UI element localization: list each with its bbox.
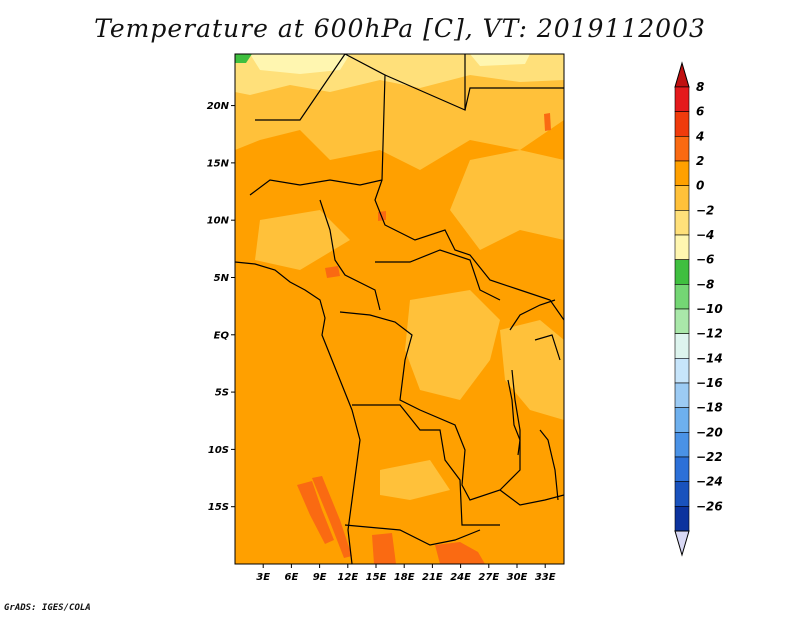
colorbar-label: 2 <box>696 154 704 168</box>
colorbar: 8 6 4 2 0 −2 −4 −6 −8 −10 −12 −14 −16 −18 −20 −22 −24 −26 <box>674 61 723 557</box>
y-tick-label: 5S <box>215 388 229 399</box>
region-east-0-to-2 <box>500 320 564 420</box>
border-congo-drc <box>339 311 521 501</box>
border-nigeria-cameroon <box>319 199 381 311</box>
colorbar-label: −18 <box>696 401 723 415</box>
x-tick-label: 9E <box>313 572 327 583</box>
colorbar-label: −22 <box>696 450 723 464</box>
region-northeast-minus4-to-minus2 <box>470 54 530 66</box>
colorbar-label: −10 <box>696 302 723 316</box>
lake-malawi <box>539 429 559 501</box>
colorbar-segment <box>674 86 690 112</box>
x-tick-label: 18E <box>394 572 415 583</box>
colorbar-segment <box>674 407 690 433</box>
temperature-field <box>235 54 564 564</box>
y-tick-label: 20N <box>207 101 230 112</box>
colorbar-segment <box>674 284 690 310</box>
colorbar-segment <box>674 382 690 408</box>
border-car <box>375 249 501 301</box>
border-zambia-mozambique <box>499 489 564 506</box>
border-angola-zambia <box>352 404 500 526</box>
colorbar-segment <box>674 136 690 162</box>
x-tick-label: 15E <box>366 572 387 583</box>
y-tick-label: 10S <box>208 445 229 456</box>
region-far-north-minus4-to-minus2 <box>250 54 350 74</box>
region-south-0-to-2 <box>380 460 450 500</box>
chart-title: Temperature at 600hPa [C], VT: 201911200… <box>94 14 706 43</box>
region-warm-southeast-4-to-6 <box>435 542 485 564</box>
colorbar-segment <box>674 210 690 236</box>
colorbar-label: −24 <box>696 475 723 489</box>
colorbar-segment <box>674 333 690 359</box>
credit-label: GrADS: IGES/COLA <box>4 603 91 613</box>
country-borders <box>235 54 564 564</box>
colorbar-segment <box>674 308 690 334</box>
border-egypt-sudan <box>464 87 564 111</box>
colorbar-label: −26 <box>696 499 723 513</box>
region-northwest-corner-minus6-to-minus4 <box>235 54 252 63</box>
x-tick-label: 12E <box>337 572 358 583</box>
colorbar-top-arrow <box>674 61 690 88</box>
x-tick-label: 30E <box>507 572 528 583</box>
region-warm-cameroon-4-to-6 <box>325 266 340 278</box>
atlantic-coastline <box>235 261 361 564</box>
colorbar-label: −20 <box>696 425 723 439</box>
colorbar-label: 8 <box>696 80 704 94</box>
region-warm-sw-4-to-6 <box>297 481 334 544</box>
y-tick-label: 10N <box>207 216 230 227</box>
x-tick-label: 3E <box>256 572 270 583</box>
colorbar-label: −12 <box>696 327 723 341</box>
colorbar-segment <box>674 111 690 137</box>
colorbar-label: 4 <box>695 129 704 143</box>
colorbar-segment <box>674 185 690 211</box>
colorbar-label: −8 <box>696 277 714 291</box>
border-north-west <box>255 54 346 121</box>
x-axis: 3E 6E 9E 12E 15E 18E 21E 24E 27E 30E 33E <box>256 564 556 583</box>
region-congo-0-to-2 <box>405 290 500 400</box>
border-namibia-botswana <box>344 524 481 546</box>
colorbar-bottom-arrow <box>674 530 690 557</box>
y-tick-label: EQ <box>214 330 230 341</box>
map-frame <box>234 53 565 565</box>
x-tick-label: 24E <box>450 572 471 583</box>
border-niger <box>249 54 386 196</box>
x-tick-label: 6E <box>285 572 299 583</box>
colorbar-segment <box>674 358 690 384</box>
colorbar-segment <box>674 456 690 482</box>
colorbar-segment <box>674 481 690 507</box>
colorbar-label: −16 <box>696 376 723 390</box>
colorbar-segment <box>674 234 690 260</box>
colorbar-label: −14 <box>696 351 723 365</box>
region-warm-northeast-4-to-6 <box>544 113 551 131</box>
region-warm-sw2-4-to-6 <box>312 476 352 558</box>
y-tick-label: 15N <box>207 158 230 169</box>
x-tick-label: 27E <box>478 572 499 583</box>
colorbar-label: −2 <box>696 203 714 217</box>
colorbar-label: −6 <box>696 253 714 267</box>
colorbar-segment <box>674 259 690 285</box>
y-axis: 20N 15N 10N 5N EQ 5S 10S 15S <box>207 101 235 513</box>
colorbar-label: −4 <box>696 228 714 242</box>
x-tick-label: 33E <box>535 572 556 583</box>
colorbar-segment <box>674 506 690 532</box>
region-northeast-0-to-2 <box>450 150 564 250</box>
x-tick-label: 21E <box>422 572 443 583</box>
colorbar-segment <box>674 160 690 186</box>
lake-victoria-outline <box>534 334 561 361</box>
colorbar-label: 6 <box>696 105 704 119</box>
region-warm-south-4-to-6 <box>372 533 396 564</box>
colorbar-segment <box>674 432 690 458</box>
colorbar-label: 0 <box>696 179 704 193</box>
y-tick-label: 5N <box>214 273 230 284</box>
region-westcentral-0-to-2 <box>255 210 350 270</box>
lake-tanganyika <box>507 379 521 456</box>
border-chad-sudan-car <box>374 179 564 321</box>
y-tick-label: 15S <box>208 502 229 513</box>
border-uganda <box>509 299 556 331</box>
